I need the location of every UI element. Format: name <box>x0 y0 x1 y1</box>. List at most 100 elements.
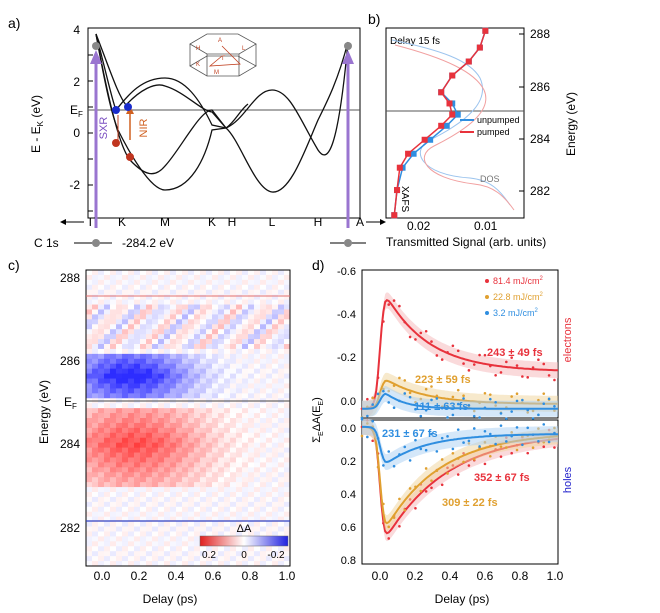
c-heatmap-cell <box>182 462 189 468</box>
c-heatmap-cell <box>152 506 159 513</box>
svg-text:0.2: 0.2 <box>407 569 424 583</box>
c-heatmap-cell <box>224 329 231 335</box>
c-heatmap-cell <box>206 521 213 528</box>
c-heatmap-cell <box>158 437 165 444</box>
c-heatmap-cell <box>206 368 213 375</box>
c-heatmap-cell <box>188 383 195 389</box>
c-heatmap-cell <box>164 299 171 306</box>
c-heatmap-cell <box>266 511 273 518</box>
c-heatmap-cell <box>188 482 195 488</box>
d-electron-point <box>430 398 433 402</box>
c-heatmap-cell <box>140 309 147 315</box>
c-heatmap-cell <box>158 546 165 552</box>
d-hole-point <box>472 458 476 461</box>
c-heatmap-cell <box>98 482 105 488</box>
c-heatmap-cell <box>278 408 285 414</box>
a-core-state-left <box>92 239 100 247</box>
c-heatmap-cell <box>152 304 159 310</box>
c-heatmap-cell <box>278 319 285 325</box>
c-heatmap-cell <box>218 447 225 454</box>
c-heatmap-cell <box>110 442 117 449</box>
c-heatmap-cell <box>224 422 231 429</box>
c-heatmap-cell <box>188 393 195 399</box>
c-heatmap-cell <box>248 363 255 370</box>
c-heatmap-cell <box>200 477 207 483</box>
c-heatmap-cell <box>248 274 255 281</box>
c-heatmap-cell <box>164 467 171 473</box>
c-heatmap-cell <box>170 294 177 301</box>
c-heatmap-cell <box>170 556 177 562</box>
c-heatmap-cell <box>170 561 177 567</box>
c-heatmap-cell <box>236 324 243 330</box>
c-heatmap-cell <box>122 334 129 340</box>
c-heatmap-cell <box>146 383 153 389</box>
c-heatmap-cell <box>134 541 141 547</box>
c-heatmap-cell <box>266 353 273 360</box>
c-heatmap-cell <box>236 432 243 439</box>
c-heatmap-cell <box>158 270 165 276</box>
c-heatmap-cell <box>116 284 123 291</box>
d-hole-point <box>499 455 503 458</box>
c-heatmap-cell <box>272 393 279 399</box>
c-heatmap-cell <box>266 408 273 414</box>
c-heatmap-cell <box>146 388 153 394</box>
c-heatmap-cell <box>98 353 105 360</box>
b-point-pumped-0 <box>391 212 398 219</box>
c-heatmap-cell <box>212 531 219 537</box>
c-heatmap-cell <box>194 506 201 513</box>
c-heatmap-cell <box>248 487 255 493</box>
c-heatmap-cell <box>170 422 177 429</box>
c-heatmap-cell <box>206 561 213 567</box>
c-heatmap-cell <box>110 457 117 463</box>
c-heatmap-cell <box>266 447 273 454</box>
c-heatmap-cell <box>236 329 243 335</box>
c-heatmap-cell <box>260 344 267 350</box>
c-heatmap-cell <box>158 511 165 518</box>
c-heatmap-cell <box>188 541 195 547</box>
d-legend-swatch-1 <box>485 295 489 299</box>
c-heatmap-cell <box>146 496 153 503</box>
c-heatmap-cell <box>140 339 147 345</box>
c-heatmap-cell <box>242 422 249 429</box>
b-delay-label: Delay 15 fs <box>390 36 440 47</box>
c-heatmap-cell <box>116 477 123 483</box>
c-heatmap-cell <box>110 289 117 296</box>
c-heatmap-cell <box>218 353 225 360</box>
c-heatmap-cell <box>134 482 141 488</box>
c-heatmap-cell <box>152 378 159 384</box>
c-heatmap-cell <box>116 329 123 335</box>
d-hole-point <box>376 437 380 440</box>
c-heatmap-cell <box>278 274 285 281</box>
c-heatmap-cell <box>98 368 105 375</box>
b-point-unpumped-4 <box>427 136 434 143</box>
d-hole-point <box>392 516 396 519</box>
c-heatmap-cell <box>236 413 243 419</box>
c-heatmap-cell <box>254 358 261 365</box>
c-heatmap-cell <box>110 329 117 335</box>
c-heatmap-cell <box>86 270 93 276</box>
c-heatmap-cell <box>86 482 93 488</box>
c-heatmap-cell <box>194 531 201 537</box>
c-heatmap-cell <box>98 516 105 523</box>
c-heatmap-cell <box>254 496 261 503</box>
c-heatmap-cell <box>200 393 207 399</box>
c-heatmap-cell <box>254 413 261 419</box>
c-heatmap-cell <box>170 319 177 325</box>
c-heatmap-cell <box>260 482 267 488</box>
c-heatmap-cell <box>218 516 225 523</box>
c-heatmap-cell <box>212 561 219 567</box>
c-heatmap-cell <box>188 353 195 360</box>
c-heatmap-cell <box>158 477 165 483</box>
d-hole-point <box>435 469 439 473</box>
c-heatmap-cell <box>116 314 123 320</box>
c-heatmap-cell <box>110 319 117 325</box>
d-hole-point <box>403 445 407 449</box>
c-heatmap-cell <box>116 289 123 296</box>
d-hole-point <box>499 424 503 427</box>
c-heatmap-cell <box>182 368 189 375</box>
c-heatmap-cell <box>260 511 267 518</box>
c-heatmap-cell <box>176 279 183 286</box>
c-heatmap-cell <box>224 432 231 439</box>
c-heatmap-cell <box>128 467 135 473</box>
c-heatmap-cell <box>122 353 129 360</box>
